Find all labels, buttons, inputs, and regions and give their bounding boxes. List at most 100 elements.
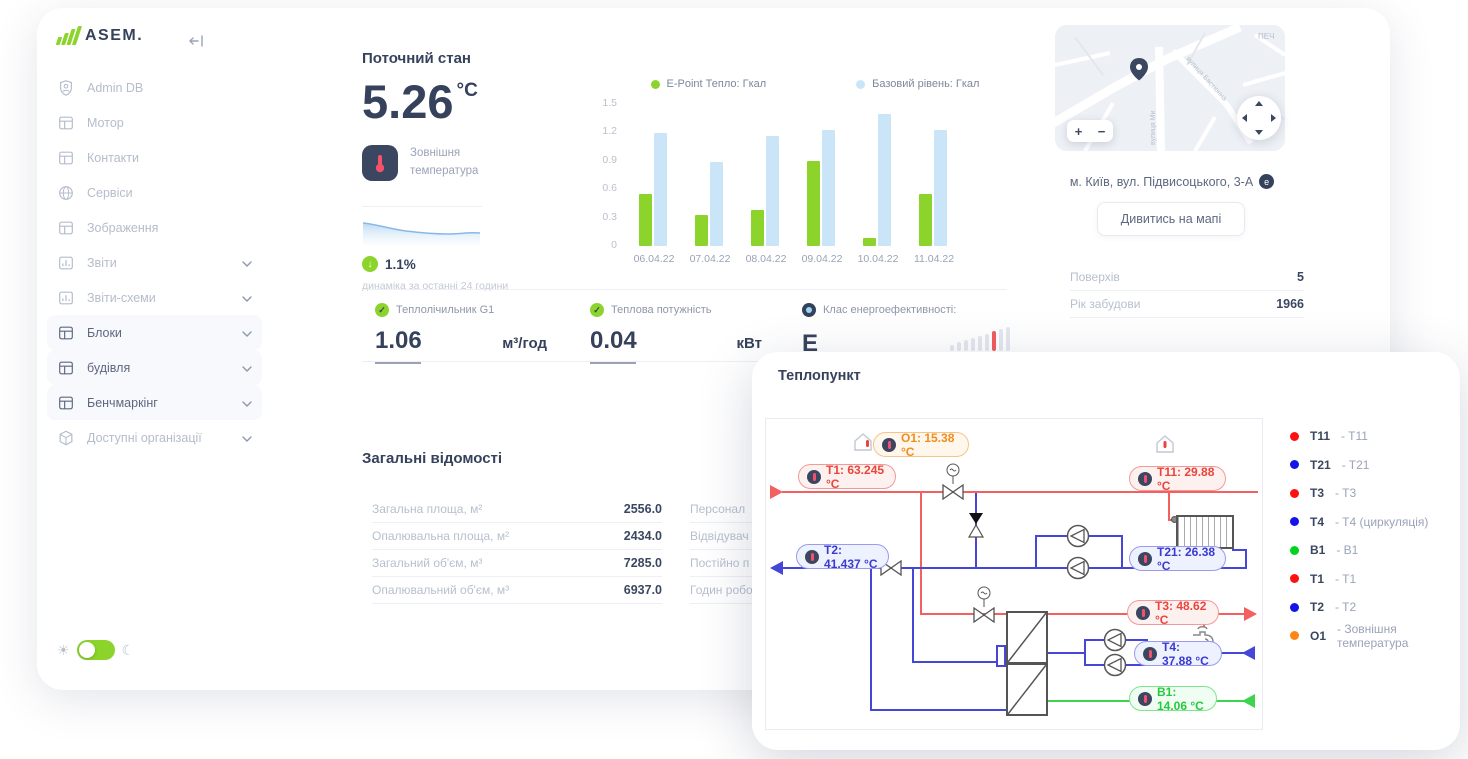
info-row: Опалювальний об'єм, м³ 6937.0: [372, 577, 662, 604]
info-icon: [802, 303, 816, 317]
theme-toggle[interactable]: [76, 640, 115, 660]
chart-plot-area: [625, 104, 1041, 246]
map-pan-control[interactable]: [1237, 96, 1281, 140]
district-label: ПЕЧ: [1258, 32, 1274, 41]
heat-exchanger-icon: [1006, 663, 1048, 716]
sensor-code: B1: [1310, 543, 1326, 558]
sensor-pill-t3[interactable]: T3: 48.62 °C: [1127, 599, 1219, 627]
y-tick-label: 0.3: [602, 210, 617, 223]
thermometer-icon: [882, 437, 896, 452]
sensor-pill-t21[interactable]: T21: 26.38 °C: [1129, 545, 1226, 573]
address-badge[interactable]: e: [1259, 174, 1275, 189]
legend-dot-icon: [1290, 460, 1299, 470]
sidebar-collapse-icon[interactable]: [189, 34, 203, 52]
info-label: Годин робо: [690, 583, 753, 597]
thermometer-icon: [807, 469, 821, 484]
sidebar-item-label: будівля: [87, 360, 131, 375]
sidebar-item[interactable]: Мотор: [47, 105, 262, 140]
metric-block: ✓ Теплова потужність 0.04 кВт: [590, 303, 762, 364]
sensor-value: T4: 37.88 °C: [1162, 639, 1209, 668]
x-tick-label: 08.04.22: [745, 253, 787, 265]
legend-dot-icon: [856, 79, 866, 89]
sensor-desc: - T21: [1341, 457, 1370, 472]
bar-actual: [863, 238, 876, 246]
info-label: Постійно п: [690, 556, 750, 570]
heat-bar-chart: E-Point Тепло: Гкал Базовий рівень: Гкал …: [589, 78, 1041, 265]
sensor-pill-t11[interactable]: T11: 29.88 °C: [1129, 464, 1226, 493]
y-tick-label: 1.2: [602, 125, 617, 138]
info-label: Опалювальний об'єм, м³: [372, 583, 510, 597]
sensor-value: T1: 63.245 °C: [826, 462, 885, 491]
sidebar-item[interactable]: будівля: [47, 350, 262, 385]
sidebar-item[interactable]: Сервіси: [47, 175, 262, 210]
thermometer-icon: [1138, 691, 1152, 706]
info-value: 6937.0: [623, 583, 662, 597]
sun-icon: ☀: [57, 641, 70, 658]
sensor-desc: - T3: [1335, 486, 1357, 501]
info-label: Відвідувач: [690, 529, 749, 543]
bar-actual: [807, 160, 820, 246]
legend-dot-icon: [1290, 602, 1299, 612]
sensor-value: T2: 41.437 °C: [824, 542, 878, 571]
info-label: Загальна площа, м²: [372, 502, 483, 516]
sensor-desc: - T1: [1335, 571, 1357, 586]
chart-y-axis: 0 0.3 0.6 0.9 1.2 1.5: [589, 97, 625, 251]
sensor-value: T11: 29.88 °C: [1157, 464, 1215, 493]
sensor-legend: T11 - T11 T21 - T21 T3 - T3 T4 - T4 (циркуляція…: [1290, 422, 1460, 650]
sidebar-item[interactable]: Звіти: [47, 245, 262, 280]
legend-dot-icon: [650, 79, 660, 89]
metric-unit: кВт: [736, 335, 763, 352]
logo-bars-icon: [55, 26, 83, 45]
pump-icon: [1103, 653, 1127, 677]
bar-actual: [695, 214, 708, 246]
sensor-pill-b1[interactable]: B1: 14.06 °C: [1129, 685, 1217, 713]
sensor-pill-t2[interactable]: T2: 41.437 °C: [796, 542, 889, 571]
pan-right-icon[interactable]: [1271, 114, 1276, 122]
heat-station-schematic: O1: 15.38 °C T1: 63.245 °C T11: 29.88 °C…: [765, 418, 1263, 730]
sensor-code: T11: [1310, 429, 1331, 444]
metric-block: ✓ Теплолічильник G1 1.06 м³/год: [375, 303, 547, 364]
thermometer-icon: [1136, 605, 1150, 620]
sidebar-item[interactable]: Бенчмаркінг: [47, 385, 262, 420]
chevron-down-icon: [242, 431, 252, 445]
sidebar-item[interactable]: Admin DB: [47, 70, 262, 105]
sensor-pill-t4[interactable]: T4: 37.88 °C: [1134, 639, 1222, 668]
sidebar-item[interactable]: Зображення: [47, 210, 262, 245]
sidebar-item[interactable]: Звіти-схеми: [47, 280, 262, 315]
bar-actual: [919, 193, 932, 246]
sidebar-item-label: Контакти: [87, 150, 139, 165]
arrow-down-icon: ↓: [362, 256, 378, 272]
zoom-in-button[interactable]: +: [1074, 123, 1083, 139]
y-tick-label: 1.5: [602, 97, 617, 109]
table-icon: [57, 359, 75, 377]
thermometer-icon: [1138, 471, 1152, 486]
divider: [362, 361, 1007, 362]
y-tick-label: 0: [611, 239, 617, 251]
view-on-map-button[interactable]: Дивитись на мапі: [1097, 202, 1245, 236]
theme-switcher: ☀ ☾: [57, 640, 134, 660]
sidebar-item[interactable]: Контакти: [47, 140, 262, 175]
pan-down-icon[interactable]: [1255, 130, 1263, 135]
chart-icon: [57, 289, 75, 307]
legend-dot-icon: [1290, 517, 1299, 527]
legend-item: E-Point Тепло: Гкал: [650, 78, 766, 90]
bar-baseline: [878, 114, 891, 246]
metric-label: ✓ Теплолічильник G1: [375, 303, 547, 317]
zoom-out-button[interactable]: −: [1097, 123, 1106, 139]
general-info-title: Загальні відомості: [362, 450, 503, 467]
divider: [362, 289, 1007, 290]
sensor-pill-t1[interactable]: T1: 63.245 °C: [798, 462, 896, 491]
energy-class-gauge-icon: [950, 327, 1010, 351]
sensor-pill-o1[interactable]: O1: 15.38 °C: [873, 431, 969, 459]
b1-inlet-arrow-icon: [1242, 694, 1255, 708]
sidebar-item[interactable]: Блоки: [47, 315, 262, 350]
bar-actual: [639, 193, 652, 246]
sidebar-item-label: Сервіси: [87, 185, 133, 200]
pan-left-icon[interactable]: [1242, 114, 1247, 122]
info-label: Загальний об'єм, м³: [372, 556, 483, 570]
sidebar-item[interactable]: Доступні організації: [47, 420, 262, 455]
temperature-sparkline: [362, 216, 482, 251]
sensor-code: T4: [1310, 514, 1325, 529]
dashboard-card: ASEM. Admin DB Мотор Контакти Сервіси Зображ…: [37, 8, 1390, 690]
pan-up-icon[interactable]: [1255, 101, 1263, 106]
